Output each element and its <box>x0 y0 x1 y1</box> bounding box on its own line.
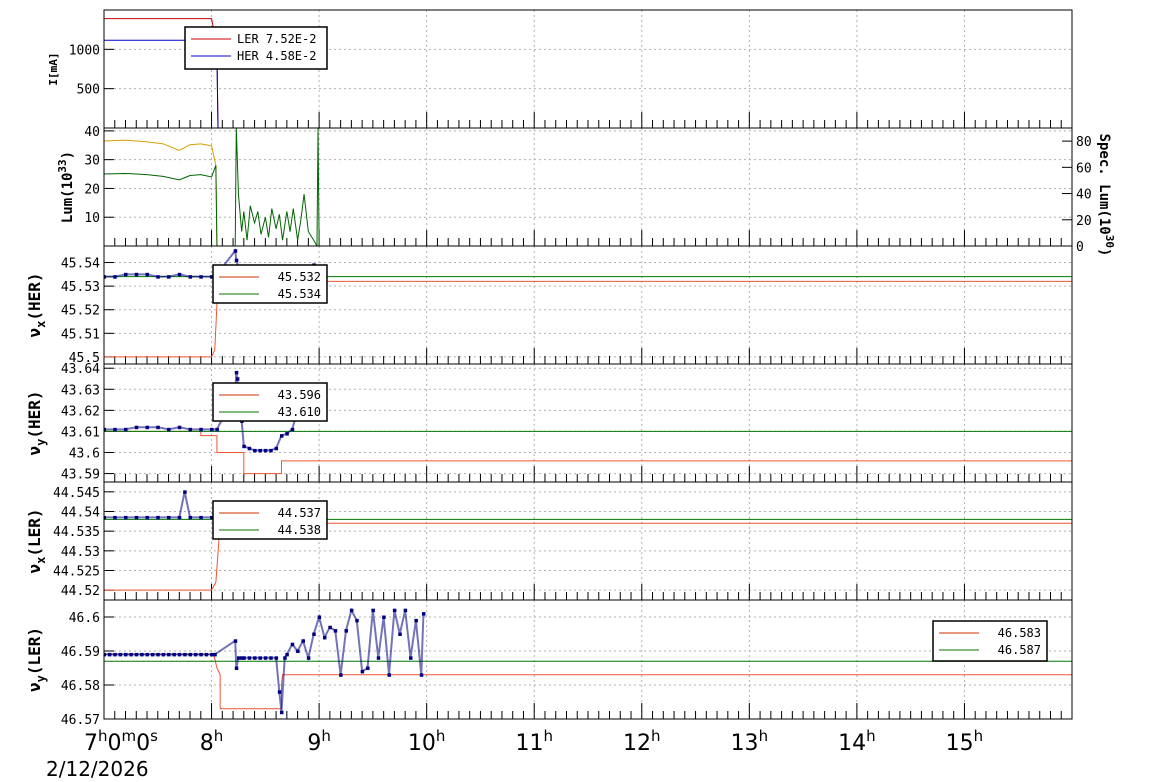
xtick-label-7: 7h0m0s <box>84 727 158 756</box>
legend-label: HER 4.58E-2 <box>237 49 316 63</box>
legend-box <box>212 264 328 304</box>
series-group <box>104 607 1072 715</box>
series-line-Lum <box>104 139 1072 246</box>
legend: 44.537 44.538 <box>212 500 328 540</box>
y-axis-label: I[mA] <box>47 52 60 85</box>
panel-frame <box>103 127 1073 247</box>
legend-box <box>212 382 328 422</box>
ytick-label: 43.64 <box>61 362 100 377</box>
ytick-label: 44.535 <box>53 525 100 540</box>
right-ytick-label: 60 <box>1076 161 1092 176</box>
data-point-measured <box>387 673 392 677</box>
panel-lumi: 10 20 30 40 Lum(1033) 0 20 40 60 80 Spec. Lum(1030… <box>56 125 1116 257</box>
ytick-label: 44.54 <box>61 506 100 521</box>
ytick-label: 45.53 <box>61 280 100 295</box>
panel-nuy_her: 43.59 43.6 43.61 43.62 43.63 43.64 νy(HER) 43.5… <box>25 362 1073 483</box>
legend: 43.596 43.610 <box>212 382 328 422</box>
data-point-measured <box>398 632 402 636</box>
legend-box <box>184 26 328 70</box>
ytick-label: 43.59 <box>61 468 100 483</box>
panel-nuy_ler: 46.57 46.58 46.59 46.6 νy(LER) 46.583 46.587 <box>25 599 1073 728</box>
ytick-label: 45.5 <box>69 351 100 366</box>
legend-box <box>212 500 328 540</box>
xtick-label-9: 9h <box>307 727 331 756</box>
ytick-label: 45.52 <box>61 304 100 319</box>
ytick-label: 46.57 <box>61 713 100 728</box>
panel-current: 500 1000 I[mA] LER 7.52E-2 HER 4.58E-2 <box>47 9 1073 129</box>
series-line-setting <box>104 280 1072 358</box>
series-line-Spec <box>104 128 1072 246</box>
series-line-setting <box>104 522 1072 591</box>
ytick-label: 20 <box>84 182 100 197</box>
ytick-label: 44.52 <box>61 584 100 599</box>
xtick-label-13: 13h <box>731 727 769 756</box>
date-label: 2/12/2026 <box>46 757 149 781</box>
data-point-measured <box>376 656 381 660</box>
ytick-label: 43.63 <box>61 383 100 398</box>
panel-frame <box>103 245 1073 365</box>
right-ytick-label: 0 <box>1076 240 1084 255</box>
series-group <box>104 128 1072 246</box>
legend-label: 45.532 <box>278 270 321 284</box>
legend-box <box>932 620 1048 662</box>
ytick-label: 44.525 <box>53 565 100 580</box>
y-axis-label: νy(HER) <box>25 390 48 455</box>
ytick-label: 30 <box>84 154 100 169</box>
ytick-label: 44.53 <box>61 545 100 560</box>
legend-label: 43.610 <box>278 405 321 419</box>
ytick-label: 43.6 <box>69 447 100 462</box>
ytick-label: 44.545 <box>53 486 100 501</box>
xtick-label-12: 12h <box>623 727 661 756</box>
ytick-label: 46.6 <box>69 611 100 626</box>
ytick-label: 10 <box>84 211 100 226</box>
x-axis-labels: 7h0m0s 8h 9h 10h 11h 12h 13h 14h 15h 2/12/2026 <box>46 727 983 781</box>
series-line-setting <box>104 653 1072 710</box>
ytick-label: 45.51 <box>61 327 100 342</box>
legend: LER 7.52E-2 HER 4.58E-2 <box>184 26 328 70</box>
legend-label: 46.587 <box>998 643 1041 657</box>
ytick-label: 40 <box>84 125 100 140</box>
legend-label: 45.534 <box>278 287 321 301</box>
data-point-measured <box>409 656 413 660</box>
data-point-measured <box>419 673 424 677</box>
ytick-label: 500 <box>77 83 100 98</box>
legend-label: LER 7.52E-2 <box>237 32 316 46</box>
legend-label: 46.583 <box>998 626 1041 640</box>
series-line-setting <box>104 430 1072 475</box>
ytick-label: 46.58 <box>61 679 100 694</box>
y-axis-label: Lum(1033) <box>56 151 76 223</box>
right-ytick-label: 20 <box>1076 214 1092 229</box>
y-axis-label: νx(LER) <box>25 508 48 573</box>
legend: 46.583 46.587 <box>932 620 1048 662</box>
ytick-label: 46.59 <box>61 645 100 660</box>
right-ytick-label: 80 <box>1076 135 1092 150</box>
panel-frame <box>103 363 1073 483</box>
legend-label: 44.537 <box>278 506 321 520</box>
series-trace-measured <box>104 607 425 713</box>
legend-label: 44.538 <box>278 523 321 537</box>
legend-label: 43.596 <box>278 388 321 402</box>
panel-frame <box>103 481 1073 601</box>
data-point-measured <box>339 673 343 677</box>
xtick-label-8: 8h <box>200 727 224 756</box>
xtick-label-14: 14h <box>838 727 876 756</box>
right-ytick-label: 40 <box>1076 188 1092 203</box>
data-point-measured <box>279 710 284 715</box>
xtick-label-11: 11h <box>515 727 553 756</box>
ytick-label: 45.54 <box>61 257 100 272</box>
right-axis-label: Spec. Lum(1030) <box>1096 134 1116 257</box>
y-axis-label: νy(LER) <box>25 627 48 692</box>
legend: 45.532 45.534 <box>212 264 328 304</box>
ytick-label: 43.61 <box>61 425 100 440</box>
panel-frame <box>103 599 1073 720</box>
ytick-label: 43.62 <box>61 404 100 419</box>
y-axis-label: νx(HER) <box>25 272 48 337</box>
panel-nux_ler: 44.52 44.525 44.53 44.535 44.54 44.545 νx(LER)… <box>25 481 1073 601</box>
xtick-label-10: 10h <box>408 727 446 756</box>
xtick-label-15: 15h <box>946 727 984 756</box>
ytick-label: 1000 <box>69 43 100 58</box>
data-point-measured <box>234 666 239 670</box>
